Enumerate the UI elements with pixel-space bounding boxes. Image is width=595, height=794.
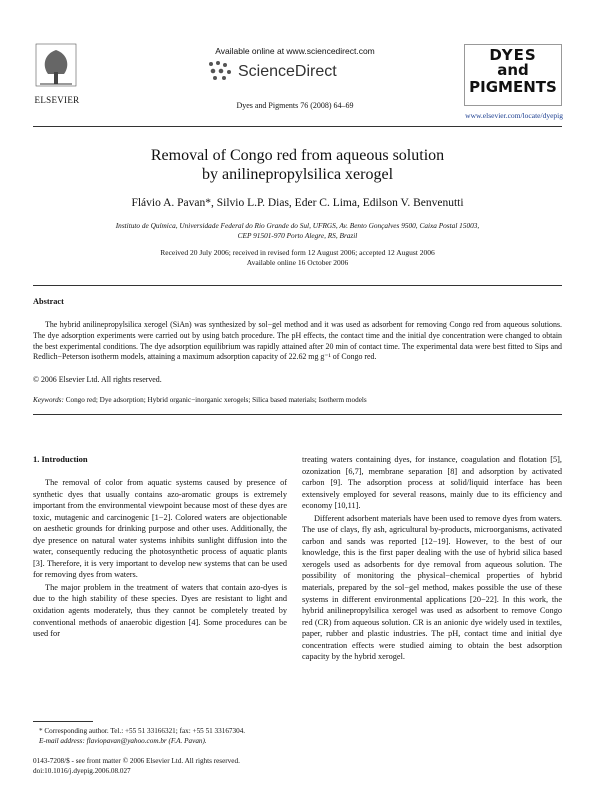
footnote-line: E-mail address: flaviopavan@yahoo.com.br… xyxy=(39,737,207,745)
journal-logo-line: PIGMENTS xyxy=(469,78,557,96)
paragraph: The removal of color from aquatic system… xyxy=(33,478,287,580)
journal-logo: DYES and PIGMENTS xyxy=(464,44,562,106)
date-line: Available online 16 October 2006 xyxy=(246,258,349,267)
keywords: Keywords: Congo red; Dye adsorption; Hyb… xyxy=(33,395,562,407)
left-column: The removal of color from aquatic system… xyxy=(33,477,287,640)
publisher: ELSEVIER xyxy=(34,95,80,105)
journal-logo-line: DYES xyxy=(489,46,537,64)
brand: ScienceDirect xyxy=(238,63,337,80)
abstract-heading: Abstract xyxy=(33,297,64,306)
elsevier-logo xyxy=(35,43,77,87)
journal-url[interactable]: www.elsevier.com/locate/dyepig xyxy=(465,111,563,120)
title: Removal of Congo red from aqueous soluti… xyxy=(60,146,535,184)
paragraph: treating waters containing dyes, for ins… xyxy=(302,455,562,511)
title-line: Removal of Congo red from aqueous soluti… xyxy=(150,147,445,164)
footnote-line: * Corresponding author. Tel.: +55 51 331… xyxy=(39,727,246,735)
keywords-label: Keywords: xyxy=(33,396,64,404)
available-online: Available online at www.sciencedirect.co… xyxy=(215,46,375,56)
footer-line: 0143-7208/$ - see front matter © 2006 El… xyxy=(33,757,240,765)
footer: 0143-7208/$ - see front matter © 2006 El… xyxy=(33,756,240,776)
date-line: Received 20 July 2006; received in revis… xyxy=(160,248,435,257)
sciencedirect-icon xyxy=(209,61,231,80)
copyright: © 2006 Elsevier Ltd. All rights reserved… xyxy=(33,375,162,384)
paragraph: Different adsorbent materials have been … xyxy=(302,513,562,662)
keywords-text: Congo red; Dye adsorption; Hybrid organi… xyxy=(65,396,367,404)
footnote: * Corresponding author. Tel.: +55 51 331… xyxy=(33,726,287,746)
title-line: by anilinepropylsilica xerogel xyxy=(201,166,394,183)
dates: Received 20 July 2006; received in revis… xyxy=(60,248,535,268)
affiliation: Instituto de Química, Universidade Feder… xyxy=(60,221,535,241)
paragraph: The major problem in the treatment of wa… xyxy=(33,582,287,639)
section-heading: 1. Introduction xyxy=(33,454,88,464)
affiliation-line: Instituto de Química, Universidade Feder… xyxy=(115,221,480,230)
abstract-text: The hybrid anilinepropylsilica xerogel (… xyxy=(33,320,562,362)
authors: Flávio A. Pavan*, Silvio L.P. Dias, Eder… xyxy=(131,197,464,209)
footer-line: doi:10.1016/j.dyepig.2006.08.027 xyxy=(33,767,131,775)
citation: Dyes and Pigments 76 (2008) 64–69 xyxy=(236,101,354,110)
right-column: treating waters containing dyes, for ins… xyxy=(302,454,562,663)
affiliation-line: CEP 91501-970 Porto Alegre, RS, Brazil xyxy=(237,231,358,240)
journal-logo-line: and xyxy=(497,61,529,79)
